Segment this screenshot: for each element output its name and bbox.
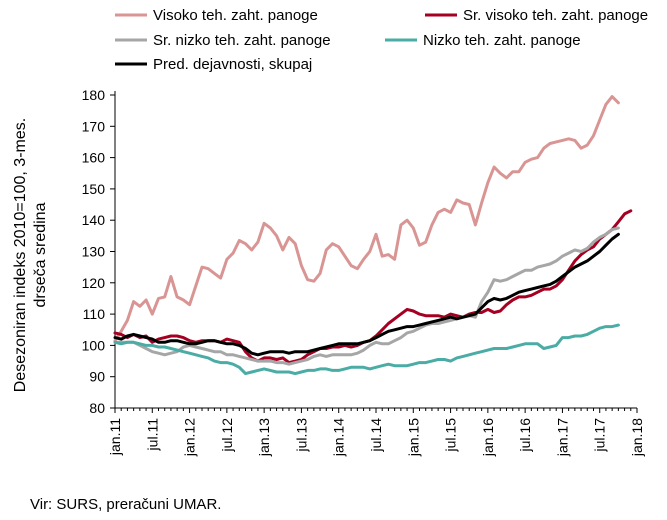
y-axis-title-line1: Desezoniran indeks 2010=100, 3-mes.: [12, 118, 29, 392]
x-tick-label: jan.18: [629, 418, 645, 457]
x-tick-label: jul.12: [219, 418, 235, 453]
series-line-sr-nizko-teh-zaht-panoge: [113, 226, 620, 366]
legend-label-pred-dejavnosti-skupaj: Pred. dejavnosti, skupaj: [153, 56, 312, 73]
legend: Visoko teh. zaht. panoge Sr. visoko teh. …: [115, 7, 648, 73]
x-tick-label: jul.17: [592, 418, 608, 453]
y-tick-label: 160: [82, 150, 106, 166]
y-tick-label: 90: [89, 369, 105, 385]
y-tick-label: 140: [82, 212, 106, 228]
x-tick-label: jul.13: [293, 418, 309, 453]
x-tick-label: jan.17: [554, 418, 570, 457]
series-line-visoko-teh-zaht-panoge: [113, 95, 620, 343]
y-axis-title-line2: drseča sredina: [32, 202, 49, 307]
x-tick-label: jan.16: [480, 418, 496, 457]
x-tick-label: jul.14: [368, 418, 384, 453]
source-note: Vir: SURS, preračuni UMAR.: [30, 496, 221, 513]
y-tick-label: 150: [82, 181, 106, 197]
legend-label-visoko-teh-zaht-panoge: Visoko teh. zaht. panoge: [153, 7, 318, 24]
x-tick-label: jan.12: [182, 418, 198, 457]
y-tick-label: 80: [89, 400, 105, 416]
y-tick-label: 130: [82, 244, 106, 260]
legend-label-sr-nizko-teh-zaht-panoge: Sr. nizko teh. zaht. panoge: [153, 32, 331, 49]
y-tick-label: 110: [83, 306, 106, 322]
y-tick-label: 120: [82, 275, 106, 291]
x-tick-label: jan.11: [107, 418, 123, 456]
series-line-nizko-teh-zaht-panoge: [113, 323, 620, 376]
x-tick-label: jul.11: [144, 418, 160, 452]
x-tick-label: jan.14: [331, 418, 347, 457]
y-tick-label: 170: [82, 118, 106, 134]
y-tick-label: 180: [82, 87, 106, 103]
x-tick-label: jan.15: [405, 418, 421, 457]
legend-label-nizko-teh-zaht-panoge: Nizko teh. zaht. panoge: [423, 32, 581, 49]
x-tick-label: jan.13: [256, 418, 272, 457]
x-tick-label: jul.16: [517, 418, 533, 453]
series-lines: [113, 95, 633, 376]
series-line-pred-dejavnosti-skupaj: [113, 232, 620, 357]
x-tick-label: jul.15: [443, 418, 459, 453]
legend-label-sr-visoko-teh-zaht-panoge: Sr. visoko teh. zaht. panoge: [463, 7, 648, 24]
axes: 80 90 100 110 120 130 140 150 160 170 180 jan.11 jul…: [82, 87, 645, 457]
y-tick-label: 100: [82, 337, 106, 353]
